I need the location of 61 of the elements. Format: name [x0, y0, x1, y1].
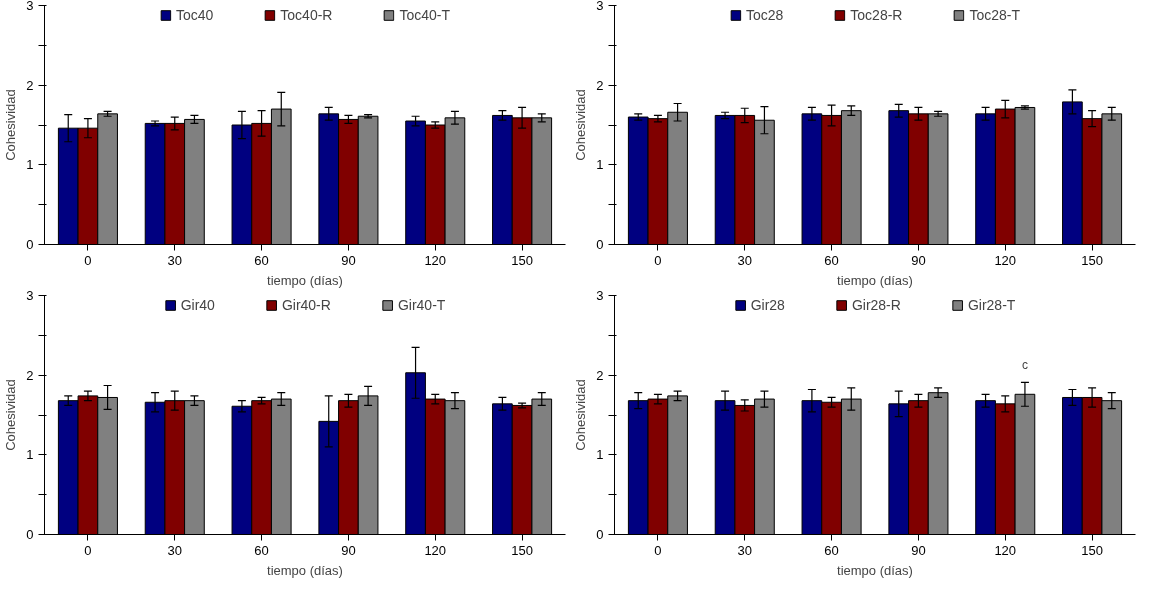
legend-label: Toc28-T [969, 7, 1021, 23]
legend-label: Gir40 [180, 297, 215, 313]
y-tick-label: 1 [596, 447, 604, 463]
y-axis-title: Cohesividad [573, 89, 589, 161]
x-axis-title: tiempo (días) [837, 562, 913, 578]
x-tick-label: 60 [254, 542, 269, 558]
x-axis-title: tiempo (días) [267, 272, 343, 288]
x-tick-label: 120 [994, 542, 1017, 558]
y-tick-label: 1 [26, 157, 34, 173]
y-tick-label: 0 [26, 237, 34, 252]
x-tick-label: 90 [341, 542, 356, 558]
legend-label: Toc40-T [399, 7, 451, 23]
y-tick-label: 3 [596, 288, 604, 303]
x-tick-label: 150 [511, 252, 533, 268]
legend-label: Gir40-R [281, 297, 331, 313]
x-tick-label: 90 [341, 252, 356, 268]
y-tick-label: 1 [596, 157, 604, 173]
x-tick-label: 90 [911, 252, 926, 268]
y-tick-label: 3 [596, 0, 604, 13]
x-tick-label: 30 [737, 542, 752, 558]
x-tick-label: 150 [1081, 542, 1103, 558]
y-tick-label: 2 [26, 77, 34, 93]
x-tick-label: 150 [511, 542, 533, 558]
legend-label: Gir28-T [967, 297, 1016, 313]
x-tick-label: 60 [824, 252, 839, 268]
y-tick-label: 3 [26, 0, 34, 13]
y-tick-label: 0 [596, 237, 604, 252]
y-axis-title: Cohesividad [3, 379, 19, 451]
y-tick-label: 2 [596, 367, 604, 383]
y-tick-label: 3 [26, 288, 34, 303]
y-tick-label: 1 [26, 447, 34, 463]
x-tick-label: 30 [167, 252, 182, 268]
x-tick-label: 60 [824, 542, 839, 558]
x-tick-label: 30 [167, 542, 182, 558]
x-tick-label: 30 [737, 252, 752, 268]
x-tick-label: 90 [911, 542, 926, 558]
y-tick-label: 0 [596, 527, 604, 542]
y-tick-label: 2 [596, 77, 604, 93]
x-tick-label: 150 [1081, 252, 1103, 268]
x-tick-label: 0 [84, 252, 92, 268]
legend-label: Toc40-R [280, 7, 333, 23]
legend-label: Toc28-R [850, 7, 903, 23]
y-axis-title: Cohesividad [3, 89, 19, 161]
x-tick-label: 120 [424, 252, 447, 268]
legend-label: Gir28 [750, 297, 785, 313]
x-axis-title: tiempo (días) [837, 272, 913, 288]
legend-label: Gir40-T [397, 297, 446, 313]
x-tick-label: 60 [254, 252, 269, 268]
x-tick-label: 0 [654, 542, 662, 558]
y-tick-label: 0 [26, 527, 34, 542]
y-axis-title: Cohesividad [573, 379, 589, 451]
x-tick-label: 120 [424, 542, 447, 558]
x-tick-label: 0 [84, 542, 92, 558]
x-tick-label: 0 [654, 252, 662, 268]
legend-label: Toc28 [745, 7, 784, 23]
annotation: c [1021, 358, 1028, 373]
x-axis-title: tiempo (días) [267, 562, 343, 578]
legend-label: Toc40 [175, 7, 214, 23]
legend-label: Gir28-R [851, 297, 901, 313]
y-tick-label: 2 [26, 367, 34, 383]
x-tick-label: 120 [994, 252, 1017, 268]
